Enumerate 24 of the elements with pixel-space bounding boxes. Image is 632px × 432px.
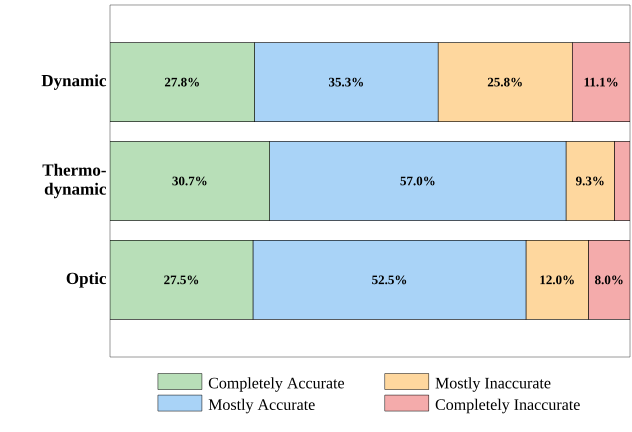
data-label: 27.5% [164,275,198,284]
bar [110,240,254,320]
legend-label: Mostly Accurate [208,398,315,414]
data-label: 8.0% [595,275,623,284]
legend-label: Mostly Inaccurate [436,377,550,392]
data-label: 11.1% [584,78,618,87]
data-label: 52.5% [372,275,406,284]
data-label: 9.3% [576,176,604,186]
bar [572,42,630,122]
legend-label: Completely Inaccurate [436,398,580,414]
y-tick-label: Dynamic [42,74,106,90]
y-tick-label: Optic [66,272,106,288]
bar [110,42,255,122]
data-label: 12.0% [540,275,574,284]
data-label: 30.7% [172,176,206,186]
y-tick-label: Thermo-dynamic [42,164,106,198]
data-label: 57.0% [400,176,434,186]
data-label: 25.8% [488,78,522,87]
bar [588,240,630,320]
bar [614,141,630,221]
data-label: 35.3% [328,78,363,87]
legend-label: Completely Accurate [208,377,344,392]
bar [110,141,270,221]
data-label: 27.8% [164,78,199,87]
